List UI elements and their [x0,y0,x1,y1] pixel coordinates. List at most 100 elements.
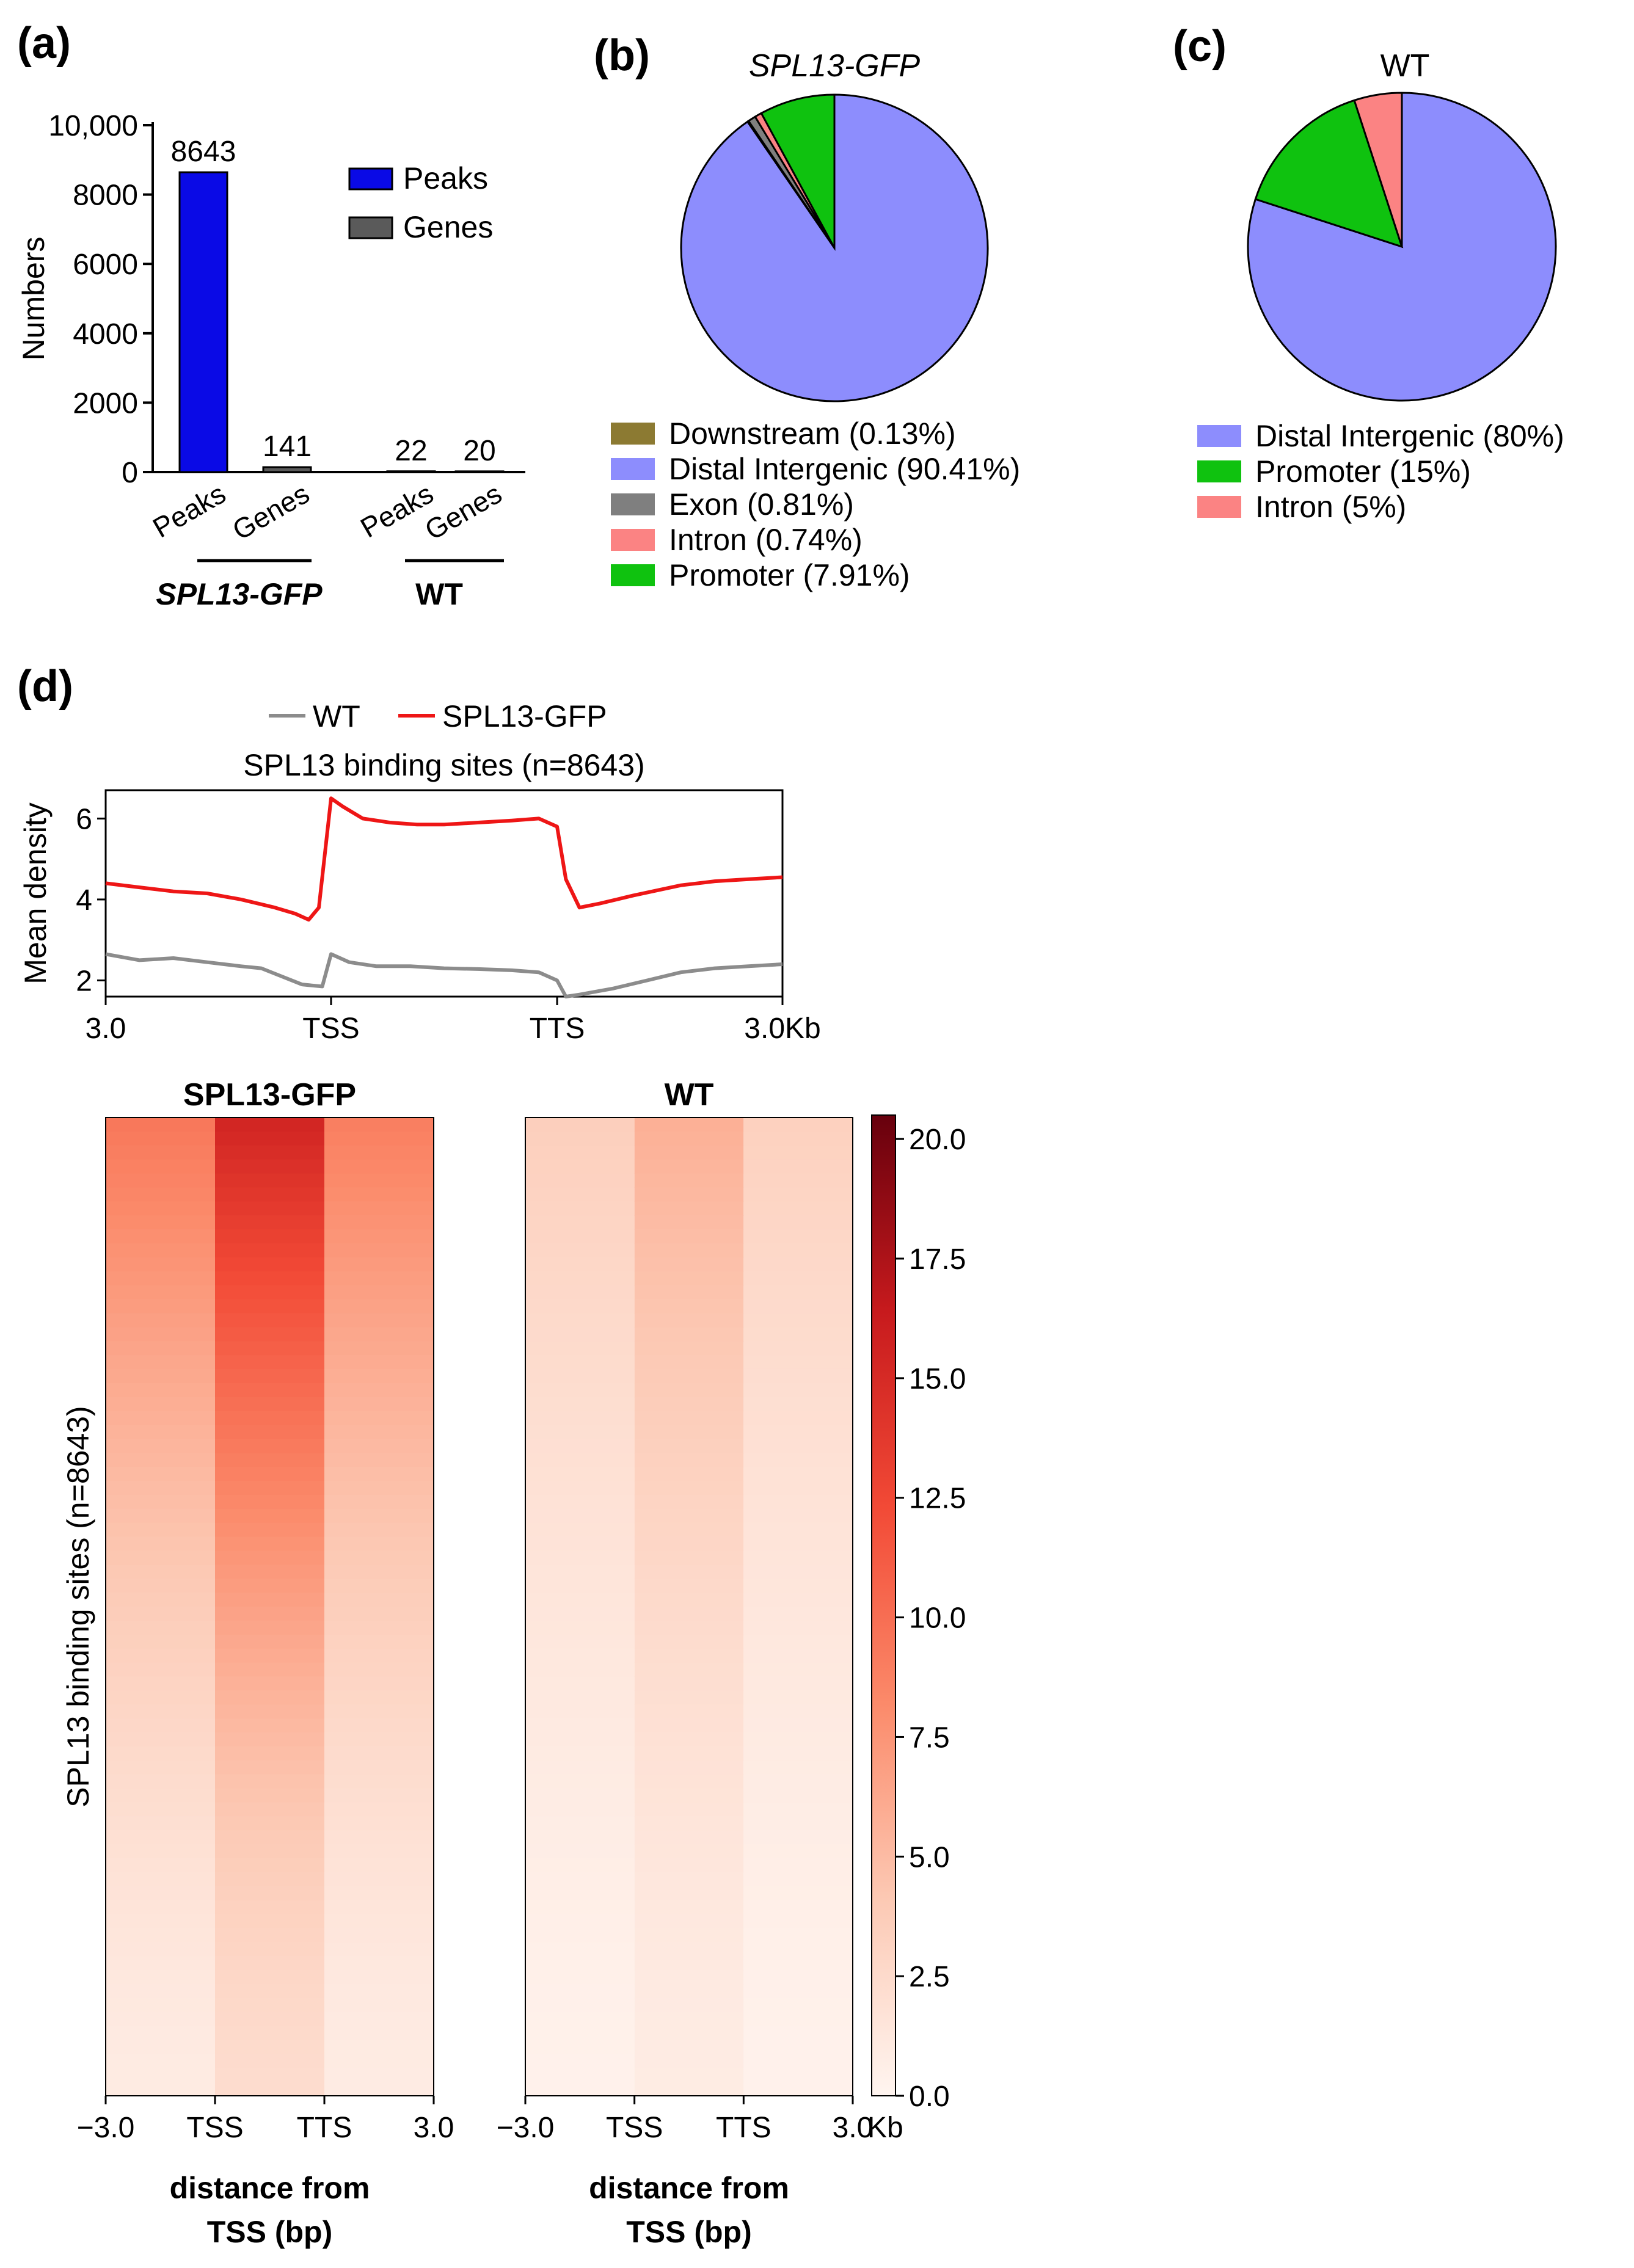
group-label: SPL13-GFP [156,577,323,611]
heatmap-cell [743,1327,853,1342]
heatmap-cell [215,1508,324,1524]
heatmap-cell [106,1383,215,1398]
heatmap-cell [634,1676,744,1691]
heatmap-cell [324,1830,434,1845]
heatmap-cell [634,1914,744,1928]
heatmap-cell [215,1467,324,1481]
heatmap-cell [324,1676,434,1691]
heatmap-cell [525,1718,635,1733]
heatmap-cell [525,1662,635,1677]
heatmap-cell [106,1243,215,1258]
heatmap-cell [106,2026,215,2041]
heatmap-cell [634,1816,744,1831]
heatmap-cell [525,1411,635,1426]
colorbar-tick-label: 0.0 [909,2081,950,2113]
heatmap-cell [215,1201,324,1216]
heatmap-cell [324,1355,434,1370]
heatmap-cell [634,1522,744,1538]
heatmap-cell [525,1229,635,1244]
heatmap-cell [106,1397,215,1412]
heatmap-cell [215,1788,324,1803]
heatmap-cell [525,1439,635,1453]
heatmap-cell [525,1131,635,1146]
profile-frame [104,789,784,998]
heatmap-cell [634,1900,744,1915]
heatmap-cell [106,2054,215,2068]
legend-label-promoter: Promoter (15%) [1255,454,1471,489]
heatmap-cell [215,1872,324,1887]
heatmap-cell [743,1257,853,1272]
heatmaps: SPL13-GFP −3.0 TSS TTS 3.0 distance from TSS (… [61,1077,966,2249]
heatmap-cell [215,1732,324,1747]
heatmap-cell [215,1956,324,1971]
heatmap-cell [634,1229,744,1244]
group-label: WT [415,577,463,611]
heatmap-cell [525,1816,635,1831]
heatmap-cell [324,1285,434,1300]
heatmap-cell [106,1788,215,1803]
heatmap-cell [743,1243,853,1258]
x-tick-label: 3.0 [833,2112,874,2144]
heatmap-cell [525,1299,635,1314]
heatmap-cell [634,1215,744,1230]
heatmap-cell [743,1453,853,1467]
x-axis-label-line1: distance from [589,2171,789,2205]
heatmap-cell [215,1173,324,1188]
heatmap-cell [106,1313,215,1328]
pie-slice-intron [1353,92,1403,247]
heatmap-cell [525,2054,635,2068]
heatmap-cell [106,1299,215,1314]
heatmap-cell [106,1816,215,1831]
heatmap-cell [743,1746,853,1761]
heatmap-cell [743,1355,853,1370]
heatmap-cell [106,1662,215,1677]
heatmap-cell [215,1983,324,1999]
heatmap-cell [634,1942,744,1957]
heatmap-cell [324,1118,434,1132]
legend-swatch-intron [1197,496,1241,518]
x-tick-label: Peaks [355,478,439,544]
heatmap-cell [215,1634,324,1649]
heatmap-cell [215,1690,324,1705]
heatmap-cell [106,1368,215,1384]
heatmap-cell [525,1620,635,1635]
heatmap-cell [525,2082,635,2096]
colorbar-tick-label: 12.5 [909,1483,966,1515]
heatmap-cell [215,1368,324,1384]
heatmap-cell [634,1970,744,1985]
heatmap-cell [525,1397,635,1412]
heatmap-cell [106,1481,215,1496]
heatmap-cell [215,2054,324,2068]
heatmap-cell [525,1830,635,1845]
heatmap-cell [106,1858,215,1873]
heatmap-cell [324,1565,434,1579]
heatmap-cell [106,1159,215,1174]
heatmap-cell [634,1956,744,1971]
heatmap-cell [215,1327,324,1342]
bar-chart-a: 0 2000 4000 6000 8000 10,000 Numbers 8643 Peaks 1… [16,110,525,611]
legend-swatch-peaks [348,167,393,191]
heatmap-cell [634,1662,744,1677]
x-tick-label: −3.0 [497,2112,555,2144]
colorbar-tick-label: 7.5 [909,1721,950,1754]
x-axis-label-line2: TSS (bp) [626,2215,752,2249]
heatmap-cell [743,1271,853,1286]
heatmap-cell [215,1662,324,1677]
pie-chart-c: WT Distal Intergenic (80%)Promoter (15%)I… [1197,48,1564,524]
heatmap-cell [743,1593,853,1607]
heatmap-cell [525,1285,635,1300]
heatmap-cell [743,1494,853,1510]
heatmap-cell [106,1285,215,1300]
heatmap-cell [215,1928,324,1943]
heatmap-cell [106,1830,215,1845]
colorbar-tick-label: 20.0 [909,1124,966,1156]
heatmap-cell [743,1704,853,1719]
heatmap-cell [215,1718,324,1733]
heatmap-cell [743,2054,853,2068]
series-line-wt [105,952,783,998]
heatmap-cell [215,1858,324,1873]
heatmap-cell [324,1718,434,1733]
heatmap-cell [215,1802,324,1817]
heatmap-cell [215,1970,324,1985]
heatmap-cell [215,1313,324,1328]
